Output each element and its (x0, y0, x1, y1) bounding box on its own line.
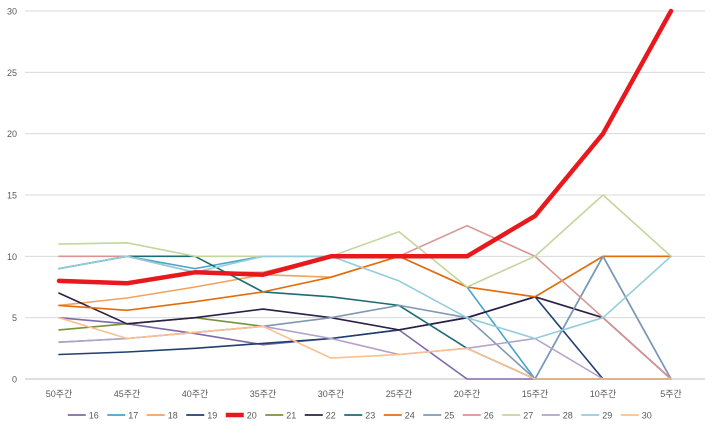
legend-label-22: 22 (326, 411, 336, 421)
series-line-16 (58, 316, 672, 380)
legend-label-20: 20 (247, 411, 257, 421)
y-tick-label: 5 (12, 313, 17, 323)
legend-label-23: 23 (365, 411, 375, 421)
y-tick-label: 10 (7, 252, 17, 262)
series-line-20 (56, 8, 674, 286)
series-line-22 (58, 292, 672, 380)
y-axis: 0 5 10 15 20 25 30 (7, 7, 17, 385)
legend-label-19: 19 (207, 411, 217, 421)
legend-label-21: 21 (286, 411, 296, 421)
legend-label-16: 16 (89, 411, 99, 421)
x-tick-label: 25주간 (386, 389, 413, 399)
legend-label-29: 29 (602, 411, 612, 421)
y-tick-label: 30 (7, 7, 17, 17)
legend-label-24: 24 (405, 411, 415, 421)
x-tick-label: 40주간 (182, 389, 209, 399)
series-lines (56, 8, 674, 380)
legend-label-26: 26 (484, 411, 494, 421)
x-tick-label: 5주간 (660, 389, 682, 399)
series-line-29 (58, 255, 672, 340)
x-tick-label: 20주간 (454, 389, 481, 399)
legend-label-17: 17 (128, 411, 138, 421)
x-tick-label: 30주간 (318, 389, 345, 399)
y-tick-label: 20 (7, 129, 17, 139)
x-axis: 50주간 45주간 40주간 35주간 30주간 25주간 20주간 15주간 10주간 5주간 (46, 389, 682, 399)
x-tick-label: 50주간 (46, 389, 73, 399)
legend: 16 17 18 19 20 21 22 23 24 25 26 27 28 29 30 (67, 411, 652, 421)
legend-label-30: 30 (642, 411, 652, 421)
y-tick-label: 15 (7, 191, 17, 201)
series-line-24 (58, 255, 672, 312)
series-line-27 (58, 194, 672, 288)
series-line-30 (58, 316, 672, 380)
legend-label-25: 25 (444, 411, 454, 421)
x-tick-label: 15주간 (522, 389, 549, 399)
series-line-19 (58, 296, 672, 380)
y-tick-label: 25 (7, 68, 17, 78)
legend-label-18: 18 (168, 411, 178, 421)
y-tick-label: 0 (12, 375, 17, 385)
legend-label-28: 28 (563, 411, 573, 421)
legend-label-27: 27 (523, 411, 533, 421)
x-tick-label: 35주간 (250, 389, 277, 399)
x-tick-label: 45주간 (114, 389, 141, 399)
x-tick-label: 10주간 (590, 389, 617, 399)
